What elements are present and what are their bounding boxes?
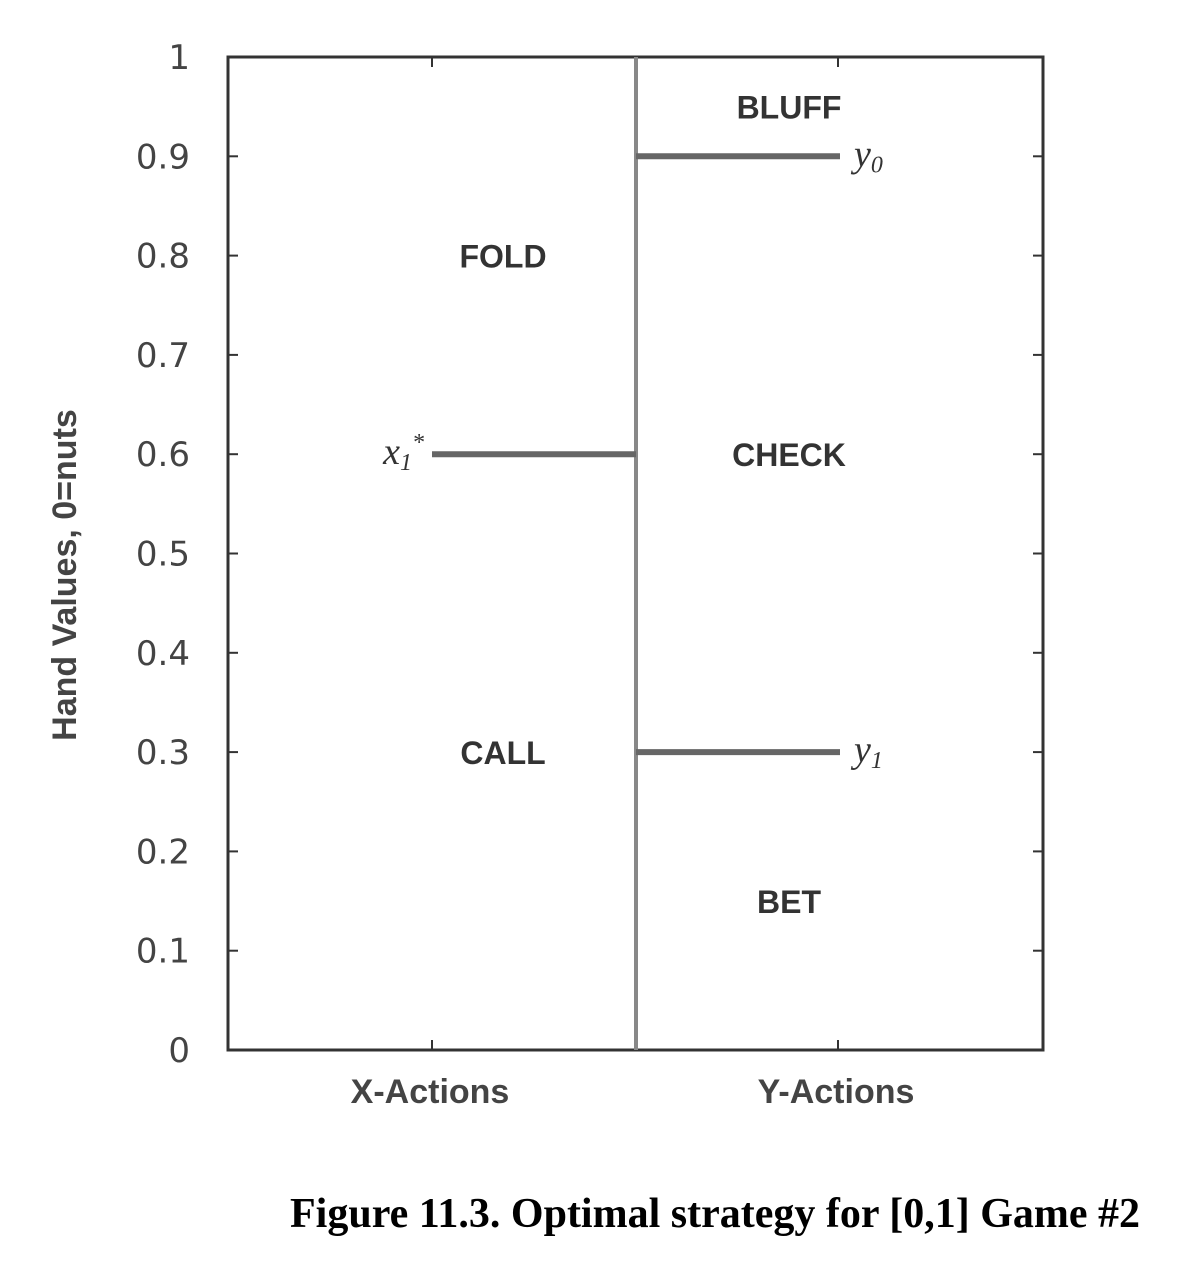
region-label-bet: BET [757,884,821,920]
figure-caption: Figure 11.3. Optimal strategy for [0,1] … [290,1191,1140,1237]
threshold-lines: x1* y0 y1 [382,133,883,774]
y-tick-label: 0.3 [136,733,190,773]
y-tick-label: 1 [168,38,190,78]
y-axis-title: Hand Values, 0=nuts [46,409,84,741]
x-tick-label: Y-Actions [758,1073,915,1111]
y-tick-label: 0.4 [136,634,190,674]
threshold-label: x1* [382,430,424,476]
region-label-fold: FOLD [459,239,546,275]
strategy-chart: 0 0.1 0.2 0.3 0.4 0.5 0.6 0.7 0.8 0.9 1 X-Actions Y… [46,38,1045,1111]
y-tick-label: 0.6 [136,435,190,475]
threshold-label: y0 [850,133,883,178]
region-labels: FOLD CALL BLUFF CHECK BET [459,90,845,920]
y-axis-ticks: 0 0.1 0.2 0.3 0.4 0.5 0.6 0.7 0.8 0.9 1 [136,38,1043,1071]
y-tick-label: 0 [168,1031,190,1071]
region-label-bluff: BLUFF [737,90,842,126]
region-label-check: CHECK [732,437,846,473]
y-tick-label: 0.8 [136,237,190,277]
y-tick-label: 0.9 [136,137,190,177]
region-label-call: CALL [460,735,545,771]
y-tick-label: 0.1 [136,932,190,972]
x-tick-label: X-Actions [351,1073,510,1111]
plot-frame [226,55,1045,1052]
threshold-label: y1 [850,729,883,774]
x-axis-ticks: X-Actions Y-Actions [351,57,915,1111]
y-tick-label: 0.2 [136,832,190,872]
y-tick-label: 0.7 [136,336,190,376]
y-tick-label: 0.5 [136,535,190,575]
